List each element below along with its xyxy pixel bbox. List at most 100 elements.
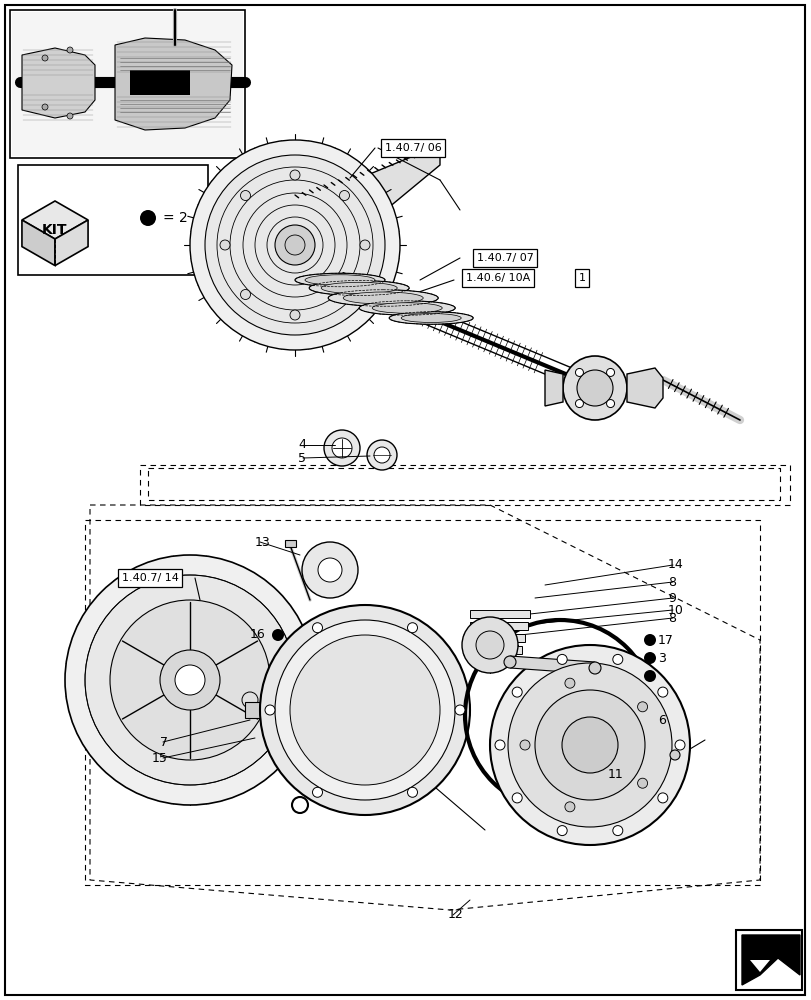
Circle shape [575, 368, 583, 376]
Circle shape [240, 289, 251, 299]
Circle shape [275, 620, 454, 800]
Circle shape [407, 623, 417, 633]
Polygon shape [470, 610, 530, 618]
Circle shape [242, 692, 258, 708]
Polygon shape [294, 145, 440, 300]
Text: 1.40.6/ 10A: 1.40.6/ 10A [466, 273, 530, 283]
Text: 1: 1 [577, 273, 585, 283]
Circle shape [556, 654, 567, 664]
Polygon shape [749, 960, 769, 972]
Circle shape [643, 670, 655, 682]
Ellipse shape [343, 292, 423, 304]
Circle shape [290, 635, 440, 785]
Circle shape [175, 665, 204, 695]
Polygon shape [285, 540, 296, 547]
Ellipse shape [294, 273, 384, 287]
Circle shape [290, 310, 299, 320]
Polygon shape [544, 370, 562, 406]
Text: 8: 8 [667, 576, 676, 588]
Polygon shape [626, 368, 663, 408]
Text: 17: 17 [657, 634, 673, 647]
Polygon shape [741, 935, 799, 985]
Circle shape [495, 740, 504, 750]
Polygon shape [12, 12, 242, 156]
Circle shape [643, 634, 655, 646]
Circle shape [220, 240, 230, 250]
Polygon shape [509, 656, 594, 674]
Circle shape [534, 690, 644, 800]
Text: = 2: = 2 [163, 211, 187, 225]
Polygon shape [470, 646, 521, 654]
Circle shape [407, 787, 417, 797]
Circle shape [332, 438, 351, 458]
Circle shape [312, 623, 322, 633]
Text: 4: 4 [298, 438, 306, 452]
Circle shape [657, 687, 667, 697]
Circle shape [339, 191, 349, 201]
Text: 11: 11 [607, 768, 623, 781]
Ellipse shape [388, 312, 473, 324]
Polygon shape [22, 220, 55, 266]
Text: 16: 16 [250, 629, 265, 642]
Ellipse shape [358, 301, 455, 315]
Text: 10: 10 [667, 603, 683, 616]
Polygon shape [22, 48, 95, 118]
Text: 12: 12 [448, 908, 463, 921]
Text: 6: 6 [657, 714, 665, 726]
Circle shape [564, 678, 574, 688]
Circle shape [475, 631, 504, 659]
Circle shape [339, 289, 349, 299]
Circle shape [264, 705, 275, 715]
Text: 1.40.7/ 14: 1.40.7/ 14 [122, 573, 178, 583]
Circle shape [612, 826, 622, 836]
Circle shape [637, 702, 647, 712]
Circle shape [240, 191, 251, 201]
Circle shape [290, 170, 299, 180]
Text: 8: 8 [667, 611, 676, 624]
Circle shape [454, 705, 465, 715]
Polygon shape [115, 38, 232, 130]
Circle shape [561, 717, 617, 773]
Circle shape [67, 47, 73, 53]
Text: 13: 13 [255, 536, 270, 548]
Text: 1.40.7/ 07: 1.40.7/ 07 [476, 253, 533, 263]
Circle shape [519, 740, 530, 750]
Circle shape [461, 617, 517, 673]
Circle shape [190, 140, 400, 350]
Circle shape [606, 368, 614, 376]
Circle shape [275, 225, 315, 265]
Polygon shape [130, 70, 190, 95]
Text: 9: 9 [667, 591, 675, 604]
Ellipse shape [321, 282, 397, 294]
Text: 3: 3 [657, 652, 665, 664]
Circle shape [512, 793, 521, 803]
Circle shape [272, 629, 284, 641]
Circle shape [312, 787, 322, 797]
Circle shape [562, 356, 626, 420]
Circle shape [606, 400, 614, 408]
Circle shape [674, 740, 684, 750]
Circle shape [556, 826, 567, 836]
Polygon shape [470, 622, 527, 630]
Text: 1.40.7/ 06: 1.40.7/ 06 [384, 143, 441, 153]
Circle shape [67, 113, 73, 119]
Ellipse shape [309, 280, 409, 296]
Text: 15: 15 [152, 752, 168, 764]
Text: 5: 5 [298, 452, 306, 464]
Circle shape [318, 558, 341, 582]
Circle shape [367, 440, 397, 470]
Circle shape [42, 104, 48, 110]
Circle shape [612, 654, 622, 664]
Circle shape [285, 235, 305, 255]
Circle shape [588, 662, 600, 674]
Ellipse shape [371, 303, 442, 313]
Circle shape [564, 802, 574, 812]
Circle shape [512, 687, 521, 697]
Circle shape [302, 542, 358, 598]
Ellipse shape [401, 314, 461, 322]
Circle shape [359, 240, 370, 250]
Text: 14: 14 [667, 558, 683, 572]
Polygon shape [470, 634, 525, 642]
Circle shape [260, 605, 470, 815]
Polygon shape [22, 201, 88, 239]
